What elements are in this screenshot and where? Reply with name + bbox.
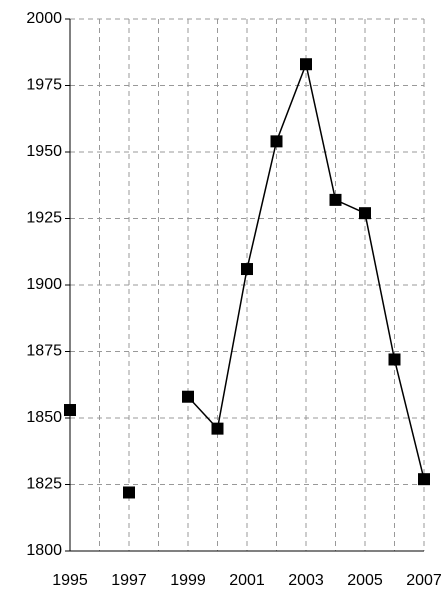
x-tick-label: 2003 xyxy=(288,572,324,589)
y-tick-label: 1900 xyxy=(26,276,62,293)
y-tick-label: 2000 xyxy=(26,10,62,27)
marker xyxy=(300,58,312,71)
marker xyxy=(241,263,253,276)
y-tick-label: 1875 xyxy=(26,343,62,360)
marker xyxy=(418,473,430,486)
marker xyxy=(388,353,401,366)
marker xyxy=(329,193,342,206)
y-tick-label: 1850 xyxy=(26,409,62,426)
x-tick-label: 1997 xyxy=(111,572,147,589)
x-tick-label: 1999 xyxy=(170,572,206,589)
x-tick-label: 2007 xyxy=(406,572,442,589)
x-tick-label: 2005 xyxy=(347,572,383,589)
y-tick-label: 1825 xyxy=(26,476,62,493)
marker xyxy=(123,486,135,499)
marker xyxy=(211,422,224,435)
x-tick-label: 1995 xyxy=(52,572,88,589)
marker xyxy=(182,390,194,403)
marker xyxy=(359,207,371,220)
y-tick-label: 1925 xyxy=(26,210,62,227)
y-tick-label: 1950 xyxy=(26,143,62,160)
y-tick-label: 1800 xyxy=(26,542,62,559)
y-tick-label: 1975 xyxy=(26,77,62,94)
marker xyxy=(64,404,76,417)
marker xyxy=(270,135,283,148)
x-tick-label: 2001 xyxy=(229,572,265,589)
